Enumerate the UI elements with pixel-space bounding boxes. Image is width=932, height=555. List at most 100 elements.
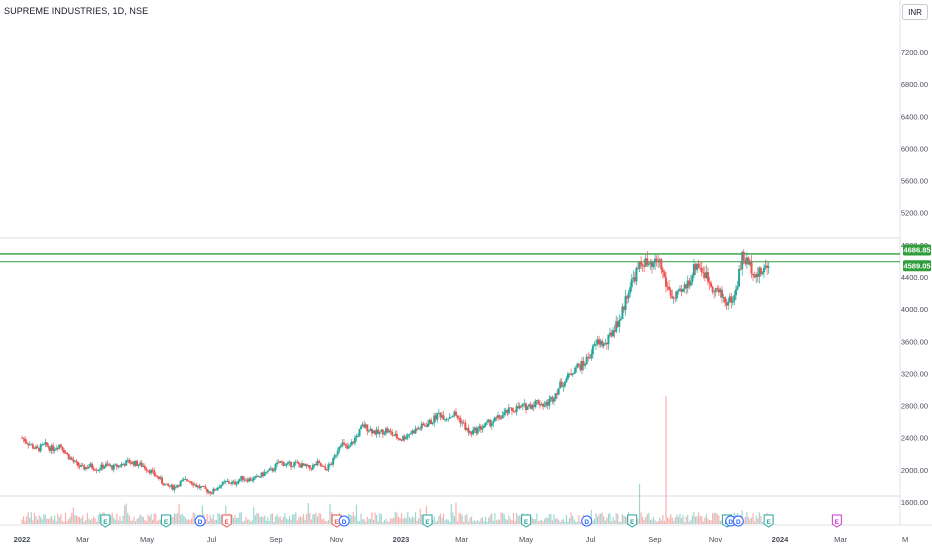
volume-bar — [488, 517, 490, 524]
candle-body — [640, 262, 643, 265]
candle-body — [165, 483, 168, 485]
candle-body — [674, 297, 677, 299]
candle-body — [285, 463, 288, 465]
volume-bar — [251, 520, 253, 524]
volume-bar — [128, 515, 130, 524]
dividend-marker[interactable] — [338, 515, 350, 527]
candle-body — [111, 465, 114, 470]
volume-bar — [500, 512, 502, 524]
volume-bar — [544, 519, 546, 524]
volume-bar — [181, 513, 183, 524]
volume-bar — [475, 521, 477, 524]
volume-bar — [663, 520, 666, 524]
volume-bar — [533, 518, 535, 524]
candle-body — [403, 436, 406, 440]
candle-body — [458, 418, 461, 419]
volume-bar — [568, 518, 571, 524]
volume-bar — [313, 514, 316, 524]
candle-body — [699, 267, 702, 269]
earnings-marker[interactable] — [831, 514, 842, 528]
candle-body — [764, 265, 767, 268]
candle-body — [47, 445, 50, 448]
earnings-marker[interactable] — [627, 514, 638, 528]
candle-body — [72, 459, 75, 462]
volume-bar — [593, 519, 596, 524]
candle-body — [30, 444, 33, 446]
candle-body — [694, 264, 697, 270]
candle-body — [249, 478, 252, 481]
candle-body — [122, 464, 125, 465]
candle-body — [55, 448, 58, 450]
candle-body — [44, 442, 47, 444]
candle-body — [714, 288, 717, 293]
volume-bar — [502, 512, 504, 524]
earnings-marker[interactable] — [221, 514, 232, 528]
candle-body — [479, 426, 482, 430]
candle-body — [212, 488, 215, 494]
volume-bar — [86, 512, 88, 524]
dividend-marker[interactable] — [581, 515, 593, 527]
candle-body — [224, 481, 227, 482]
earnings-marker[interactable] — [422, 514, 433, 528]
candle-body — [416, 428, 419, 430]
volume-bar — [666, 517, 669, 524]
volume-bar — [243, 521, 246, 524]
volume-bar — [682, 514, 684, 524]
candle-body — [229, 483, 232, 484]
volume-bar — [236, 517, 238, 524]
candle-body — [545, 401, 548, 406]
candle-body — [342, 442, 345, 444]
volume-bar — [288, 516, 291, 524]
candle-body — [486, 421, 489, 423]
candle-body — [187, 480, 190, 482]
volume-bar — [278, 517, 280, 524]
volume-bar — [550, 513, 552, 524]
currency-button[interactable]: INR — [902, 4, 928, 20]
volume-bar — [268, 520, 270, 524]
dividend-marker[interactable] — [732, 515, 744, 527]
volume-bar — [567, 521, 569, 524]
earnings-marker[interactable] — [331, 514, 342, 528]
earnings-marker[interactable] — [521, 514, 532, 528]
volume-bar — [397, 516, 400, 524]
candle-body — [227, 481, 230, 484]
volume-bar — [405, 518, 407, 524]
volume-bar — [671, 517, 673, 524]
volume-bar — [498, 519, 501, 524]
candle-body — [649, 262, 652, 265]
volume-bar — [565, 514, 568, 524]
volume-bar — [68, 518, 70, 524]
candle-body — [510, 408, 513, 411]
candle-body — [366, 424, 369, 432]
earnings-marker[interactable] — [161, 514, 172, 528]
volume-bar — [421, 514, 423, 524]
dividend-marker[interactable] — [194, 515, 206, 527]
candle-body — [174, 486, 177, 488]
candle-body — [363, 424, 366, 428]
volume-bar — [677, 516, 680, 524]
candle-body — [456, 415, 459, 419]
candle-body — [408, 434, 411, 436]
candle-body — [290, 461, 293, 467]
candle-body — [475, 427, 478, 434]
candle-body — [509, 407, 512, 409]
volume-bar — [609, 513, 611, 524]
candle-body — [493, 417, 496, 422]
candle-body — [598, 339, 601, 345]
volume-bar — [369, 518, 372, 524]
volume-bar — [170, 515, 172, 524]
volume-bar — [327, 519, 330, 524]
earnings-marker[interactable] — [763, 514, 774, 528]
volume-bar — [495, 520, 498, 524]
volume-bar — [419, 508, 421, 524]
earnings-marker[interactable] — [100, 514, 111, 528]
candle-body — [722, 297, 725, 298]
volume-bar — [279, 516, 281, 524]
volume-bar — [578, 515, 580, 524]
volume-bar — [696, 516, 698, 524]
candle-body — [733, 295, 736, 301]
volume-bar — [368, 519, 370, 524]
volume-bar — [259, 516, 261, 524]
